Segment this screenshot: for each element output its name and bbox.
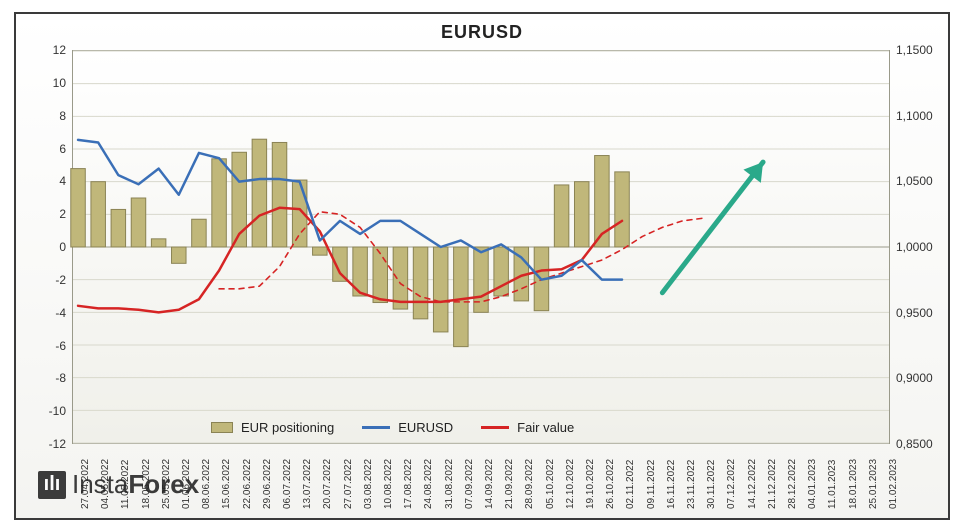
logo-icon: ılı <box>38 471 66 499</box>
chart-title: EURUSD <box>16 22 948 43</box>
legend-swatch-bar <box>211 422 233 433</box>
legend-label-eurusd: EURUSD <box>398 420 453 435</box>
legend-swatch-line <box>481 426 509 429</box>
chart-card: EURUSD EUR positioning EURUSD Fair value… <box>14 12 950 520</box>
logo-text-bold: Forex <box>128 469 199 499</box>
logo-text-light: Insta <box>72 469 128 499</box>
chart-svg <box>73 51 889 443</box>
legend-item-eurusd: EURUSD <box>362 420 453 435</box>
legend-label-fair: Fair value <box>517 420 574 435</box>
legend-swatch-line <box>362 426 390 429</box>
legend-item-bars: EUR positioning <box>211 420 334 435</box>
logo-text: InstaForex <box>72 469 199 500</box>
legend-item-fair: Fair value <box>481 420 574 435</box>
plot-area: EUR positioning EURUSD Fair value <box>72 50 890 444</box>
legend: EUR positioning EURUSD Fair value <box>211 420 574 435</box>
watermark-logo: ılı InstaForex <box>38 469 199 500</box>
legend-label-bars: EUR positioning <box>241 420 334 435</box>
